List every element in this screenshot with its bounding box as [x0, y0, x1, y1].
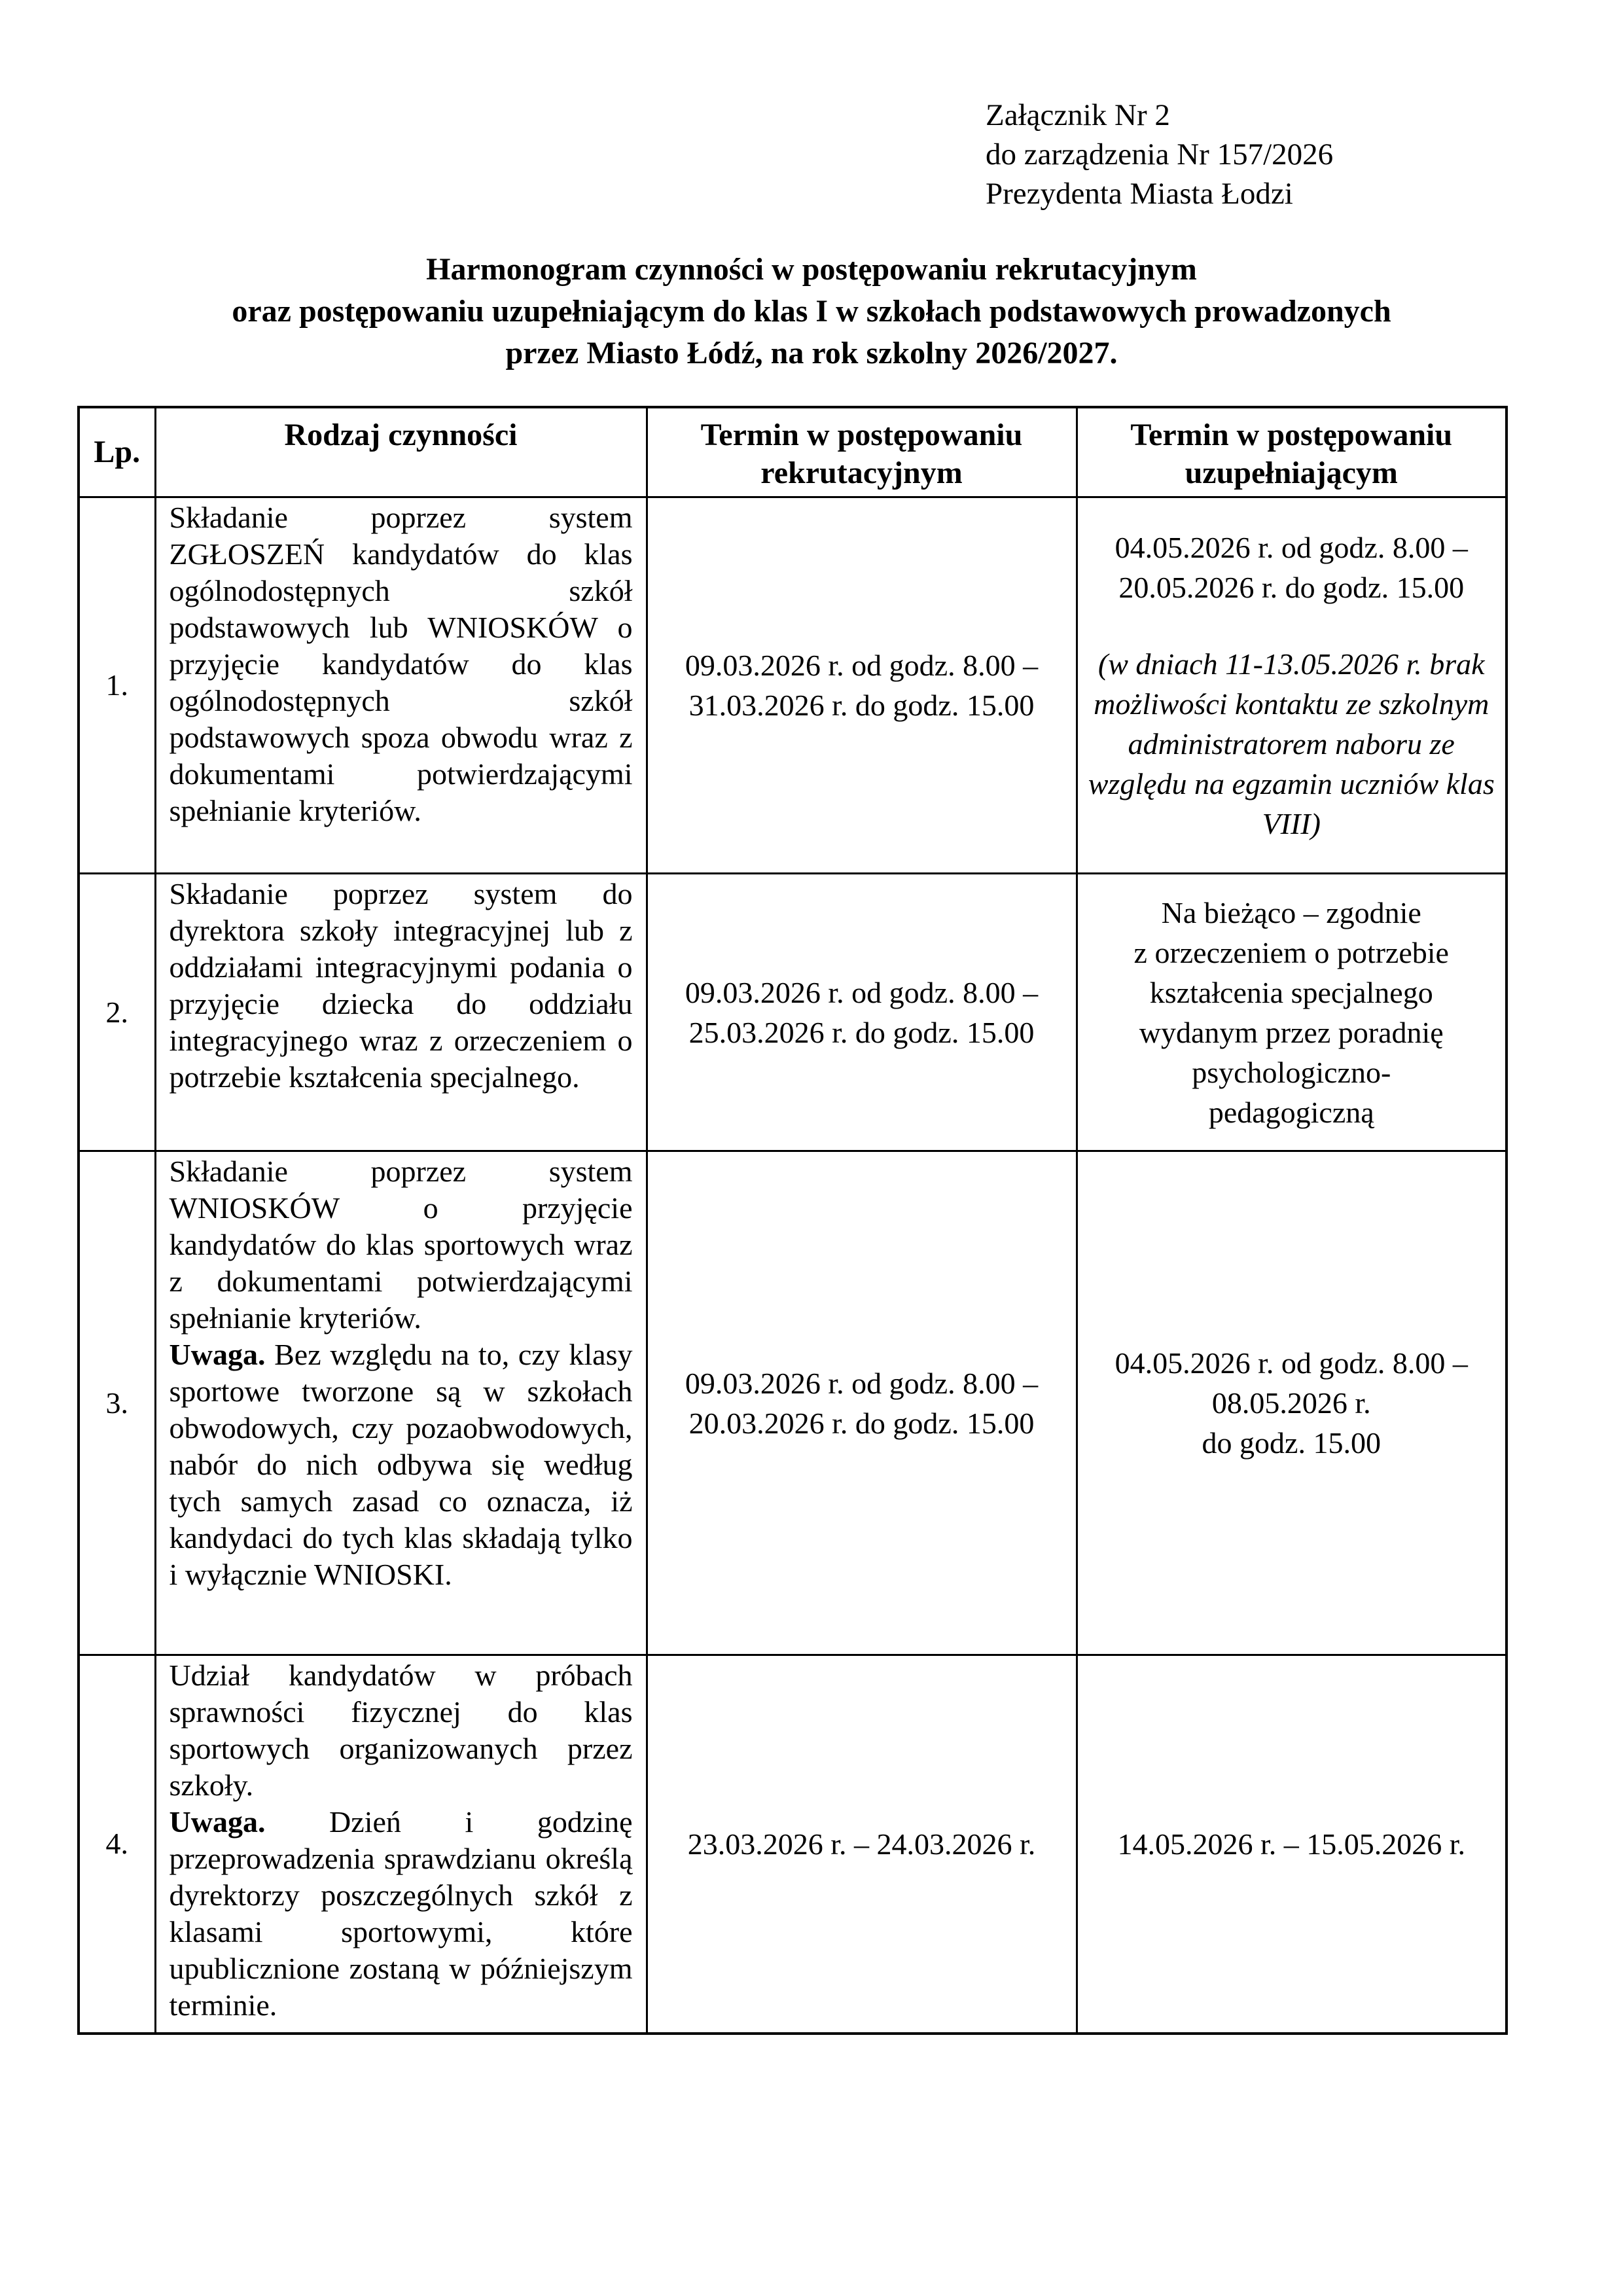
row-number: 3. [77, 1150, 156, 1656]
recruitment-term-text: 09.03.2026 r. od godz. 8.00 – 25.03.2026… [685, 975, 1039, 1049]
recruitment-term-text: 09.03.2026 r. od godz. 8.00 – 20.03.2026… [685, 1366, 1039, 1440]
activity-text: Składanie poprzez system ZGŁOSZEŃ kandyd… [169, 501, 633, 827]
table-row: 1. Składanie poprzez system ZGŁOSZEŃ kan… [77, 496, 1508, 874]
activity-text: Składanie poprzez system WNIOSKÓW o przy… [169, 1155, 633, 1335]
supplementary-term-text: 04.05.2026 r. od godz. 8.00 – 20.05.2026… [1115, 530, 1468, 604]
title-line-2: oraz postępowaniu uzupełniającym do klas… [232, 294, 1391, 329]
supplementary-term-text: 14.05.2026 r. – 15.05.2026 r. [1117, 1827, 1466, 1861]
supplementary-term-note: (w dniach 11-13.05.2026 r. brak możliwoś… [1088, 647, 1495, 840]
note-label: Uwaga. [169, 1338, 266, 1371]
schedule-table: Lp. Rodzaj czynności Termin w postępowan… [77, 406, 1508, 2035]
recruitment-term-cell: 09.03.2026 r. od godz. 8.00 – 31.03.2026… [645, 496, 1078, 874]
supplementary-term-text: Na bieżąco – zgodnie z orzeczeniem o pot… [1133, 895, 1449, 1129]
supplementary-term-cell: 14.05.2026 r. – 15.05.2026 r. [1075, 1654, 1508, 2034]
activity-text: Składanie poprzez system do dyrektora sz… [169, 877, 633, 1094]
activity-text: Udział kandydatów w próbach sprawności f… [169, 1659, 633, 1802]
activity-note: Uwaga. Dzień i godzinę przeprowadzenia s… [169, 1804, 633, 2024]
supplementary-term-text: 04.05.2026 r. od godz. 8.00 – 08.05.2026… [1115, 1346, 1468, 1460]
column-header-activity: Rodzaj czynności [154, 406, 648, 498]
annex-reference: Załącznik Nr 2 do zarządzenia Nr 157/202… [986, 96, 1333, 213]
activity-cell: Udział kandydatów w próbach sprawności f… [154, 1654, 648, 2034]
table-row: 2. Składanie poprzez system do dyrektora… [77, 872, 1508, 1152]
document-title: Harmonogram czynności w postępowaniu rek… [0, 249, 1623, 374]
activity-note: Uwaga. Bez względu na to, czy klasy spor… [169, 1336, 633, 1593]
annex-line-3: Prezydenta Miasta Łodzi [986, 177, 1293, 211]
annex-line-1: Załącznik Nr 2 [986, 98, 1170, 132]
recruitment-term-text: 09.03.2026 r. od godz. 8.00 – 31.03.2026… [685, 649, 1039, 722]
activity-cell: Składanie poprzez system do dyrektora sz… [154, 872, 648, 1152]
recruitment-term-cell: 09.03.2026 r. od godz. 8.00 – 20.03.2026… [645, 1150, 1078, 1656]
table-header-row: Lp. Rodzaj czynności Termin w postępowan… [77, 406, 1508, 498]
recruitment-term-cell: 09.03.2026 r. od godz. 8.00 – 25.03.2026… [645, 872, 1078, 1152]
supplementary-term-cell: 04.05.2026 r. od godz. 8.00 – 08.05.2026… [1075, 1150, 1508, 1656]
column-header-supplementary-term: Termin w postępowaniu uzupełniającym [1075, 406, 1508, 498]
table-row: 3. Składanie poprzez system WNIOSKÓW o p… [77, 1150, 1508, 1656]
table-row: 4. Udział kandydatów w próbach sprawnośc… [77, 1654, 1508, 2034]
annex-line-2: do zarządzenia Nr 157/2026 [986, 137, 1334, 171]
activity-cell: Składanie poprzez system ZGŁOSZEŃ kandyd… [154, 496, 648, 874]
row-number: 2. [77, 872, 156, 1152]
title-line-1: Harmonogram czynności w postępowaniu rek… [426, 252, 1197, 287]
supplementary-term-cell: 04.05.2026 r. od godz. 8.00 – 20.05.2026… [1075, 496, 1508, 874]
recruitment-term-text: 23.03.2026 r. – 24.03.2026 r. [687, 1827, 1036, 1861]
note-text: Bez względu na to, czy klasy sportowe tw… [169, 1338, 633, 1591]
note-text: Dzień i godzinę przeprowadzenia sprawdzi… [169, 1805, 633, 2022]
column-header-recruitment-term: Termin w postępowaniu rekrutacyjnym [645, 406, 1078, 498]
note-label: Uwaga. [169, 1805, 266, 1839]
recruitment-term-cell: 23.03.2026 r. – 24.03.2026 r. [645, 1654, 1078, 2034]
row-number: 1. [77, 496, 156, 874]
row-number: 4. [77, 1654, 156, 2034]
title-line-3: przez Miasto Łódź, na rok szkolny 2026/2… [505, 336, 1118, 370]
supplementary-term-cell: Na bieżąco – zgodnie z orzeczeniem o pot… [1075, 872, 1508, 1152]
column-header-lp: Lp. [77, 406, 156, 498]
activity-cell: Składanie poprzez system WNIOSKÓW o przy… [154, 1150, 648, 1656]
